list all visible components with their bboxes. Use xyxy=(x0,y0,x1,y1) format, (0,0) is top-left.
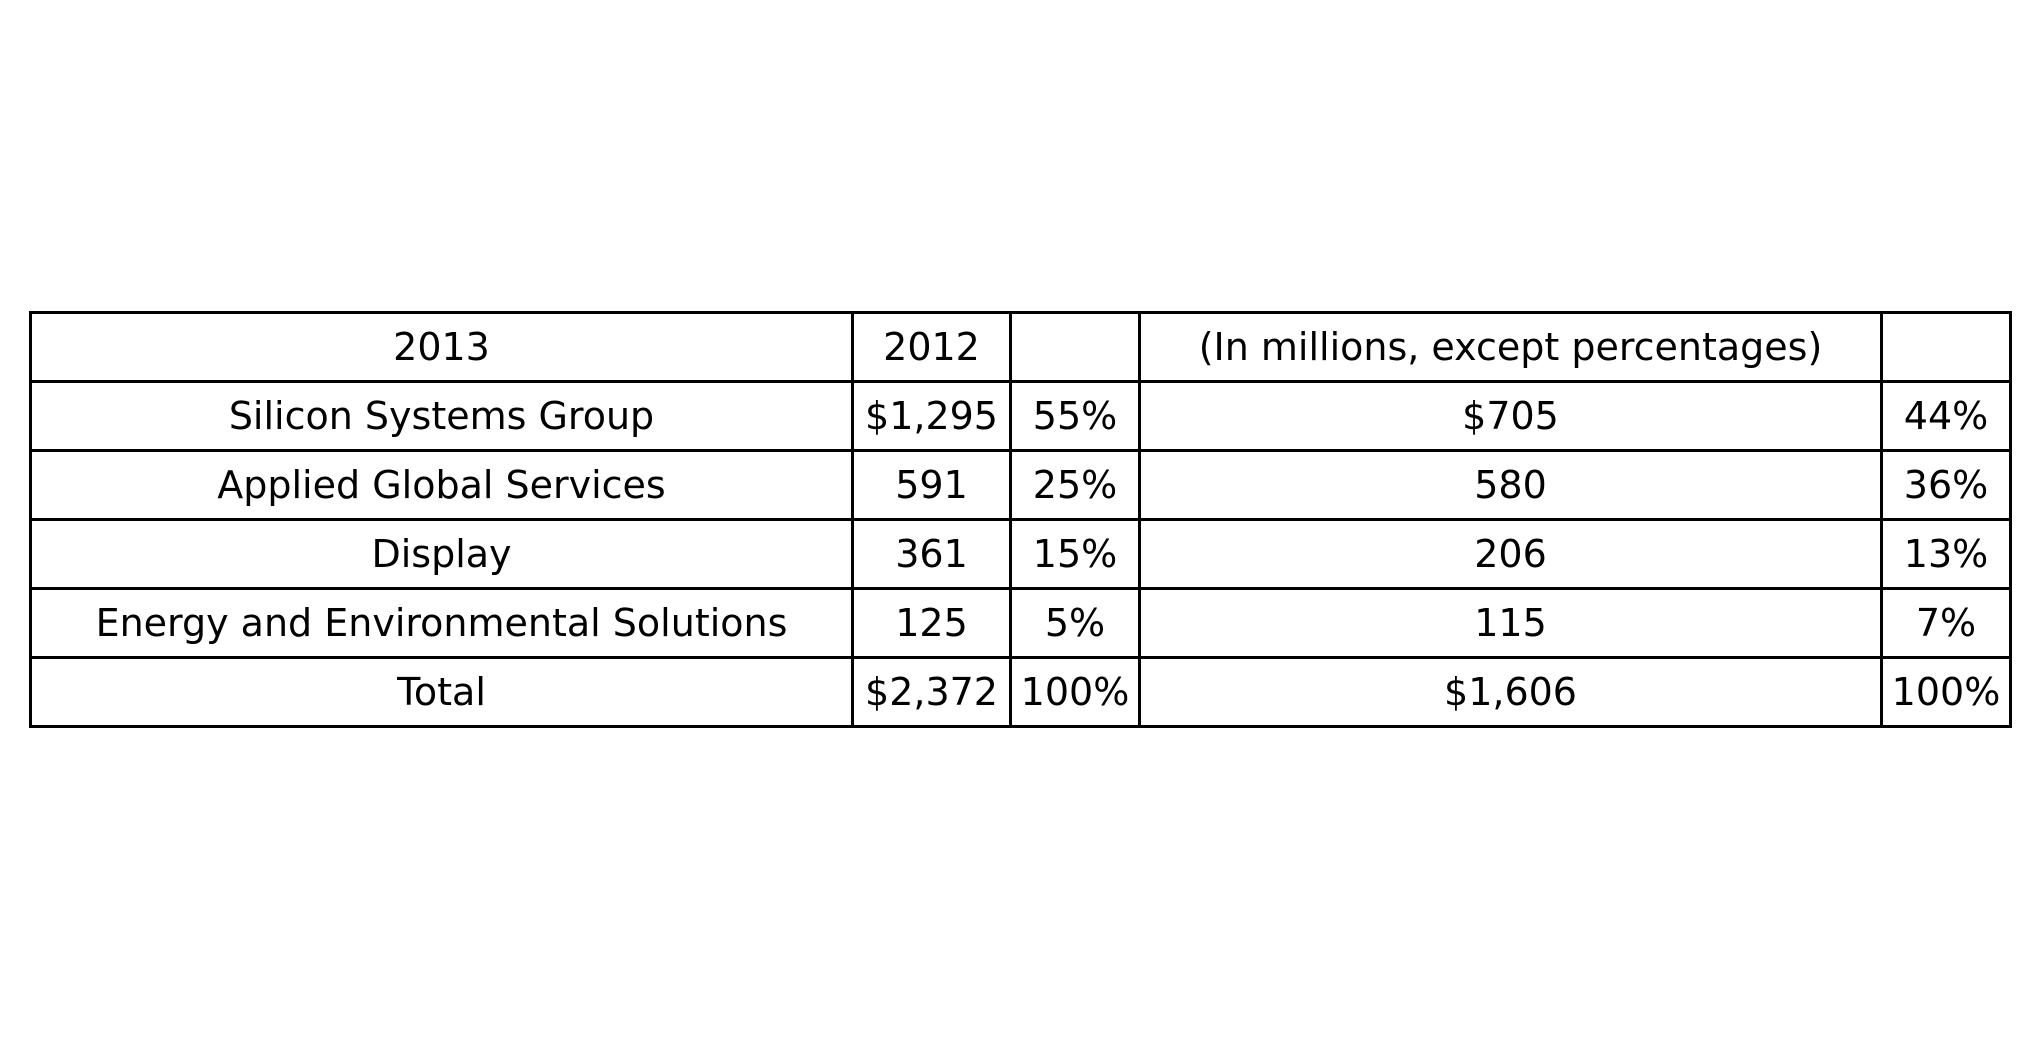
header-cell xyxy=(1880,311,2012,383)
table-row: Silicon Systems Group $1,295 55% $705 44… xyxy=(29,380,2012,452)
header-row: 2013 2012 (In millions, except percentag… xyxy=(29,311,2012,383)
row-label: Applied Global Services xyxy=(29,449,854,521)
table-cell: 44% xyxy=(1880,380,2012,452)
table-cell: 36% xyxy=(1880,449,2012,521)
table-cell: 591 xyxy=(851,449,1012,521)
table-cell: $705 xyxy=(1138,380,1883,452)
table-cell: 7% xyxy=(1880,587,2012,659)
header-cell: 2012 xyxy=(851,311,1012,383)
table-cell: 100% xyxy=(1880,656,2012,728)
data-table: 2013 2012 (In millions, except percentag… xyxy=(29,311,2012,728)
row-label: Total xyxy=(29,656,854,728)
table-cell: 55% xyxy=(1009,380,1141,452)
table-row: Display 361 15% 206 13% xyxy=(29,518,2012,590)
table-cell: $1,606 xyxy=(1138,656,1883,728)
table-cell: 125 xyxy=(851,587,1012,659)
data-table-container: 2013 2012 (In millions, except percentag… xyxy=(29,311,2012,728)
header-cell: 2013 xyxy=(29,311,854,383)
row-label: Display xyxy=(29,518,854,590)
row-label: Energy and Environmental Solutions xyxy=(29,587,854,659)
table-cell: 206 xyxy=(1138,518,1883,590)
table-cell: 580 xyxy=(1138,449,1883,521)
table-cell: 361 xyxy=(851,518,1012,590)
table-row: Applied Global Services 591 25% 580 36% xyxy=(29,449,2012,521)
total-row: Total $2,372 100% $1,606 100% xyxy=(29,656,2012,728)
table-row: Energy and Environmental Solutions 125 5… xyxy=(29,587,2012,659)
table-cell: 13% xyxy=(1880,518,2012,590)
row-label: Silicon Systems Group xyxy=(29,380,854,452)
table-cell: 5% xyxy=(1009,587,1141,659)
table-cell: $1,295 xyxy=(851,380,1012,452)
table-cell: $2,372 xyxy=(851,656,1012,728)
header-cell xyxy=(1009,311,1141,383)
header-cell: (In millions, except percentages) xyxy=(1138,311,1883,383)
table-cell: 25% xyxy=(1009,449,1141,521)
table-cell: 100% xyxy=(1009,656,1141,728)
table-cell: 15% xyxy=(1009,518,1141,590)
table-cell: 115 xyxy=(1138,587,1883,659)
